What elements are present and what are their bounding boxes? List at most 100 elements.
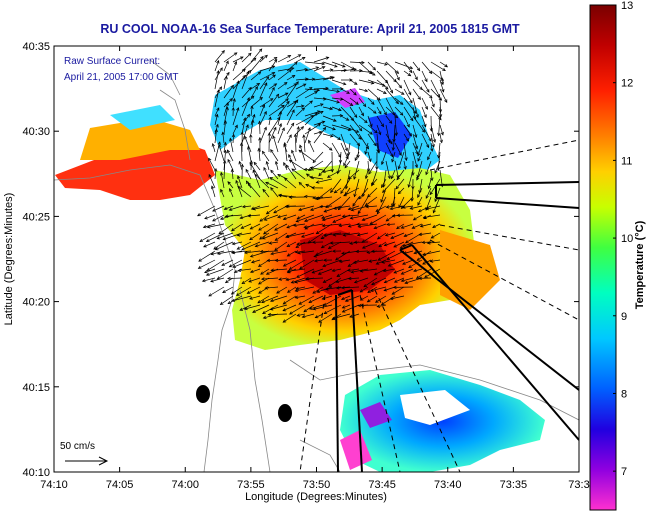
current-vector (268, 86, 275, 99)
current-vector (415, 268, 432, 279)
current-vector (322, 61, 338, 68)
current-vector (358, 124, 373, 135)
current-vector (250, 259, 261, 264)
current-vector (403, 79, 412, 96)
current-vector (249, 133, 253, 144)
current-vector (212, 214, 225, 222)
current-vector (270, 149, 279, 162)
current-vector (364, 196, 378, 207)
current-vector (259, 54, 268, 63)
current-vector (204, 214, 216, 220)
current-vector (222, 286, 234, 293)
current-vector (401, 241, 423, 247)
current-vector (408, 259, 423, 269)
current-vector (277, 69, 293, 81)
current-vector (385, 61, 400, 74)
current-vector (294, 286, 315, 293)
current-vector (383, 277, 396, 284)
current-vector (354, 151, 360, 162)
current-vector (261, 295, 279, 304)
current-vector (385, 79, 393, 94)
current-vector (335, 277, 351, 284)
current-annotation-line2: April 21, 2005 17:00 GMT (64, 72, 179, 83)
current-vector (439, 61, 449, 68)
current-vector (313, 120, 326, 126)
current-vector (338, 259, 351, 264)
current-vector (223, 141, 227, 153)
current-vector (439, 88, 448, 103)
current-vector (396, 223, 405, 230)
sst-south-white-gap (400, 390, 470, 425)
current-vector (295, 126, 300, 144)
current-vector (298, 181, 306, 189)
current-vector (313, 103, 324, 108)
sst-south-purple (360, 402, 392, 428)
current-vector (342, 232, 360, 237)
current-vector (371, 277, 387, 286)
current-vector (197, 205, 216, 217)
current-vector (395, 178, 405, 190)
current-vector (278, 277, 288, 281)
current-vector (409, 205, 423, 210)
current-vector (321, 223, 342, 228)
current-vector (376, 115, 384, 128)
current-vector (260, 268, 270, 275)
current-vector (340, 142, 349, 160)
current-vector (265, 181, 279, 189)
current-vector (313, 250, 333, 258)
current-vector (394, 115, 398, 137)
current-vector (331, 268, 342, 273)
current-vector (298, 295, 315, 305)
current-vector (343, 187, 360, 197)
current-vector (421, 79, 430, 93)
current-vector (288, 259, 306, 270)
current-vector (382, 268, 396, 273)
current-vector (283, 141, 288, 162)
current-vector (277, 82, 288, 90)
current-vector (353, 277, 369, 284)
current-vector (249, 250, 270, 258)
coastline (54, 59, 579, 472)
current-vector (396, 169, 405, 181)
current-vector (397, 151, 405, 170)
current-vector (367, 187, 378, 198)
current-vector (400, 223, 414, 229)
current-vector (231, 295, 252, 303)
current-vector (325, 196, 342, 209)
current-vector (397, 187, 405, 195)
current-vector (295, 115, 315, 126)
current-vector (381, 178, 387, 189)
current-vector (285, 164, 297, 180)
current-vector (227, 149, 234, 162)
current-vector (349, 214, 369, 220)
current-vector (297, 250, 315, 255)
colorbar (589, 4, 617, 511)
colorbar-tick-label: 10 (621, 233, 633, 245)
current-vector (332, 232, 351, 237)
current-vector (283, 161, 288, 171)
current-vector (250, 55, 264, 72)
station-marker (278, 404, 292, 422)
current-vector (376, 88, 387, 94)
current-vector (394, 70, 400, 81)
current-vector (417, 205, 432, 213)
current-vector (249, 223, 261, 230)
current-vector (230, 223, 243, 232)
current-vector (210, 277, 225, 283)
current-vector (282, 313, 297, 323)
current-vector (289, 304, 306, 315)
current-vector (403, 106, 414, 122)
current-vector (223, 205, 234, 211)
current-vector (427, 151, 432, 161)
sst-west-yellow (80, 118, 200, 160)
current-vector (295, 67, 309, 72)
current-vector (295, 286, 306, 291)
current-vector (385, 133, 393, 145)
current-vector (376, 142, 380, 153)
current-vector (376, 61, 388, 66)
current-vector (419, 223, 432, 228)
colorbar-tick-label: 11 (621, 155, 632, 167)
current-vector (288, 159, 306, 171)
current-vector (265, 160, 270, 171)
